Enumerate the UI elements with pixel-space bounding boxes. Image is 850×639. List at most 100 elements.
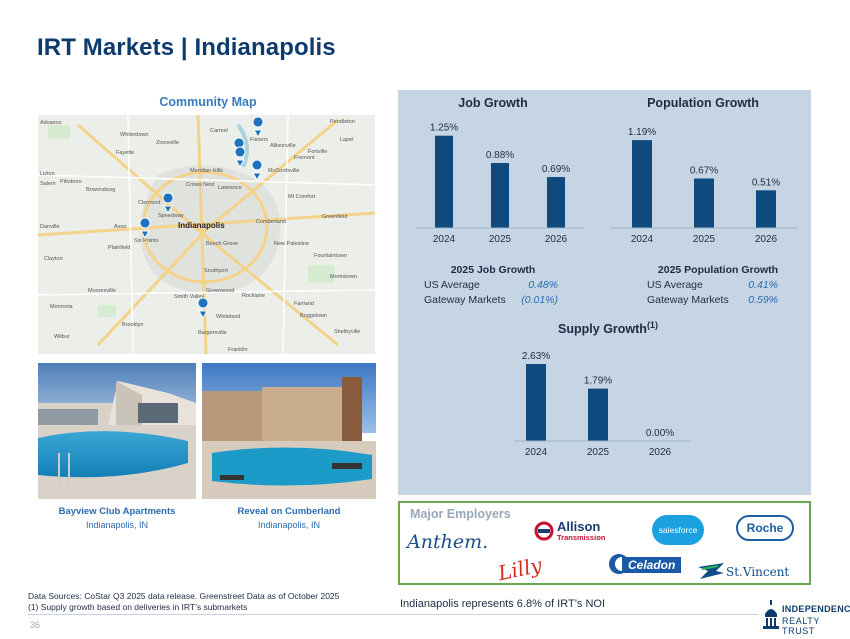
map-label: Bargersville	[198, 330, 227, 336]
data-label: 0.67%	[690, 166, 718, 177]
map-label: Mooresville	[88, 288, 116, 294]
x-tick-label: 2025	[587, 447, 610, 458]
supply-growth-footnote: (1)	[646, 320, 658, 330]
x-tick-label: 2024	[631, 234, 654, 245]
map-label: Clermont	[138, 200, 161, 206]
data-label: 0.51%	[752, 177, 780, 188]
st-vincent-logo-icon	[698, 563, 724, 579]
map-label: Mt Comfort	[288, 194, 316, 200]
major-employers-box: Major Employers Anthem. Lilly Allison Tr…	[398, 501, 811, 585]
map-label: Brownsburg	[86, 187, 115, 193]
property-pin-icon	[197, 297, 209, 320]
celadon-logo: Celadon	[622, 557, 682, 573]
map-label: Wilbur	[54, 334, 70, 340]
data-label: 2.63%	[522, 351, 550, 362]
data-label: 1.19%	[628, 127, 656, 138]
job-stat-value: (0.01%)	[521, 294, 558, 306]
map-label: Danville	[40, 224, 60, 230]
supply-growth-title-text: Supply Growth	[558, 322, 647, 337]
bar	[756, 190, 776, 228]
map-label: Zionsville	[156, 140, 179, 146]
x-tick-label: 2026	[649, 447, 672, 458]
map-label: Advance	[40, 120, 61, 126]
map-label: Lapel	[340, 137, 353, 143]
map-label: Whiteland	[216, 314, 240, 320]
job-stat-label: Gateway Markets	[424, 294, 506, 306]
supply-growth-title: Supply Growth(1)	[548, 320, 668, 336]
job-stat-label: US Average	[424, 279, 480, 291]
page-title: IRT Markets | Indianapolis	[37, 34, 336, 61]
x-tick-label: 2024	[525, 447, 548, 458]
map-label: Cumberland	[256, 219, 286, 225]
allison-logo-sub: Transmission	[557, 533, 606, 542]
photo-caption-location: Indianapolis, IN	[85, 520, 149, 530]
photo-caption-name: Reveal on Cumberland	[237, 506, 341, 517]
map-label: Fountaintown	[314, 253, 347, 259]
footer-divider	[28, 614, 758, 615]
x-tick-label: 2026	[755, 234, 778, 245]
population-growth-title: Population Growth	[647, 96, 759, 110]
property-pin-icon	[162, 192, 174, 215]
map-title: Community Map	[159, 95, 257, 109]
map-label: Six Points	[134, 238, 159, 244]
bar	[588, 388, 608, 441]
map-label: Fremont	[294, 155, 315, 161]
map-label: Meridian Hills	[190, 168, 223, 174]
job-stats-title: 2025 Job Growth	[450, 264, 536, 276]
property-pin-icon	[139, 217, 151, 240]
data-label: 0.88%	[486, 150, 514, 161]
property-pin-icon	[252, 116, 264, 139]
map-label: Fishers	[250, 137, 268, 143]
major-employers-title: Major Employers	[410, 507, 511, 521]
data-label: 1.79%	[584, 376, 612, 387]
bar	[435, 135, 453, 228]
map-label: New Palestine	[274, 241, 309, 247]
x-tick-label: 2026	[545, 234, 568, 245]
photo-caption-name: Bayview Club Apartments	[58, 506, 176, 517]
st-vincent-logo: St.Vincent	[726, 565, 790, 579]
sources-line: Data Sources: CoStar Q3 2025 data releas…	[28, 591, 340, 601]
photo-reveal-on-cumberland	[202, 363, 376, 499]
map-label: Fortville	[308, 149, 327, 155]
data-label: 0.00%	[646, 428, 674, 439]
map-label: Fayette	[116, 150, 134, 156]
logo-line-2: REALTY TRUST	[782, 616, 820, 636]
map-label: Beech Grove	[206, 241, 238, 247]
map-label: Crows Nest	[186, 182, 215, 188]
bar	[694, 178, 714, 228]
map-label: Pendleton	[330, 119, 355, 125]
pop-stat-label: Gateway Markets	[647, 294, 729, 306]
map-label: Smith Valley	[174, 294, 204, 300]
logo-line-1: INDEPENDENCE	[782, 604, 850, 614]
map-label: Allisonville	[270, 143, 296, 149]
map-label: Lawrence	[218, 185, 242, 191]
bar	[547, 177, 565, 228]
salesforce-logo: salesforce	[652, 515, 704, 545]
property-pin-icon	[234, 146, 246, 169]
map-label: Southport	[204, 268, 228, 274]
pop-stat-value: 0.59%	[748, 294, 778, 306]
map-label: Monrovia	[50, 304, 74, 310]
community-map[interactable]: Advance Whitestown Pendleton Zionsville …	[38, 115, 375, 354]
map-label: Boggstown	[300, 313, 327, 319]
job-growth-chart: 1.25% 2024 0.88% 2025 0.69% 2026	[416, 123, 584, 245]
map-label: Clayton	[44, 256, 63, 262]
map-label: Greenfield	[322, 214, 347, 220]
supply-growth-chart: 2.63% 2024 1.79% 2025 0.00% 2026	[514, 351, 691, 458]
irt-logo[interactable]: INDEPENDENCE REALTY TRUST	[762, 596, 850, 636]
allison-logo: Allison	[557, 519, 601, 534]
pop-stat-value: 0.41%	[748, 279, 778, 291]
job-stat-value: 0.48%	[528, 279, 558, 291]
map-label: Brooklyn	[122, 322, 143, 328]
map-label: Speedway	[158, 213, 184, 219]
photo-caption-location: Indianapolis, IN	[257, 520, 321, 530]
bar	[491, 163, 509, 228]
x-tick-label: 2025	[489, 234, 512, 245]
map-label: Plainfield	[108, 245, 130, 251]
roche-logo: Roche	[736, 515, 794, 541]
x-tick-label: 2025	[693, 234, 716, 245]
bar	[526, 364, 546, 441]
growth-panel: Job Growth Population Growth 1.25% 2024 0.…	[398, 90, 811, 495]
map-label: Rockiane	[242, 293, 265, 299]
data-label: 0.69%	[542, 164, 570, 175]
